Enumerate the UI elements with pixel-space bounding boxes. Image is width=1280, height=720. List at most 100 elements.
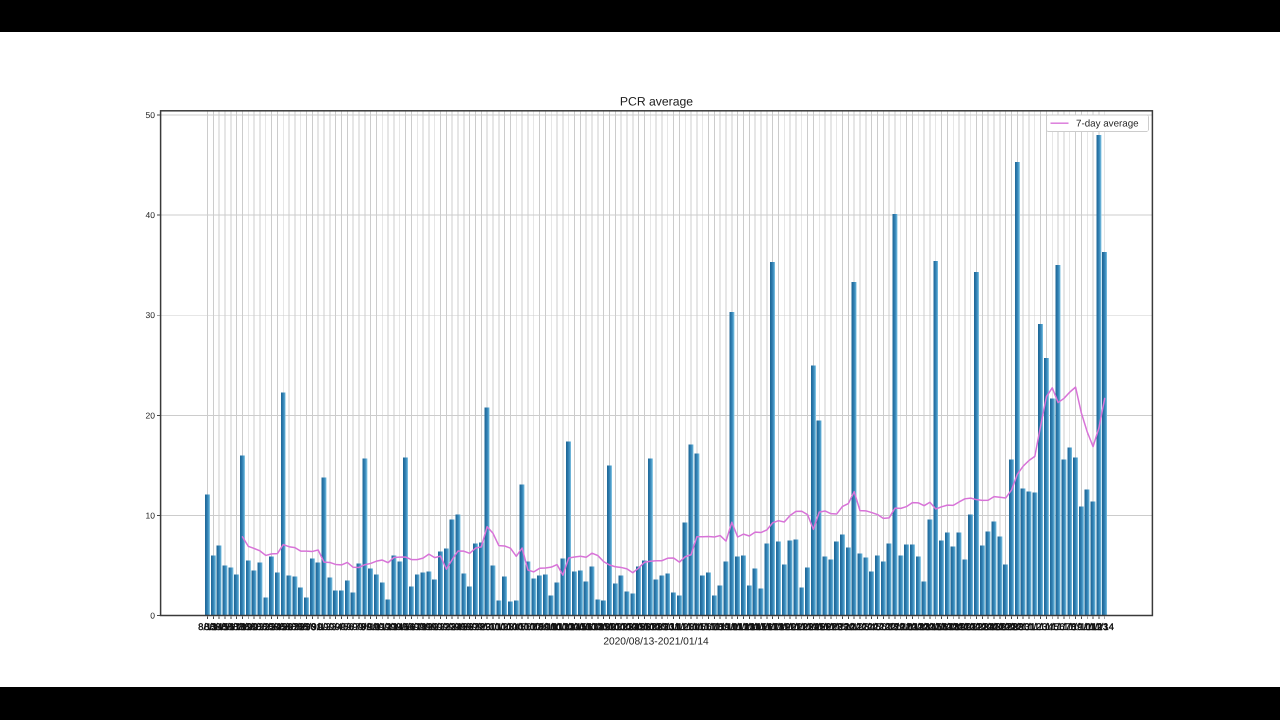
svg-text:12/16: 12/16 (924, 622, 948, 633)
svg-text:12/7: 12/7 (874, 622, 893, 633)
svg-text:9/11: 9/11 (367, 622, 385, 633)
svg-text:10/12: 10/12 (545, 622, 569, 633)
svg-text:11/15: 11/15 (743, 622, 766, 633)
svg-text:9/24: 9/24 (443, 622, 462, 633)
svg-text:10/8: 10/8 (524, 622, 543, 633)
svg-text:11/2: 11/2 (670, 622, 688, 633)
svg-text:11/23: 11/23 (790, 622, 813, 633)
svg-text:10: 10 (146, 510, 156, 520)
svg-text:12/15: 12/15 (918, 622, 942, 633)
svg-text:8/26: 8/26 (274, 622, 293, 633)
svg-text:8/21: 8/21 (245, 622, 264, 633)
svg-text:11/3: 11/3 (676, 622, 694, 633)
svg-text:12/14: 12/14 (912, 622, 937, 633)
svg-text:PCR average: PCR average (620, 95, 693, 109)
svg-text:12/12: 12/12 (900, 622, 924, 633)
svg-text:1/10: 1/10 (1072, 622, 1091, 633)
svg-text:10/19: 10/19 (586, 622, 610, 633)
svg-text:8/20: 8/20 (239, 622, 258, 633)
svg-text:40: 40 (146, 210, 156, 220)
svg-text:1/3: 1/3 (1034, 622, 1047, 633)
svg-text:9/28: 9/28 (466, 622, 485, 633)
svg-text:30: 30 (146, 310, 156, 320)
svg-text:11/24: 11/24 (796, 622, 820, 633)
svg-text:9/7: 9/7 (346, 622, 359, 633)
svg-text:12/31: 12/31 (1011, 622, 1035, 633)
svg-text:12/20: 12/20 (947, 622, 971, 633)
svg-text:10/20: 10/20 (592, 622, 616, 633)
svg-text:10/2: 10/2 (489, 622, 508, 633)
svg-text:12/21: 12/21 (953, 622, 977, 633)
svg-text:12/18: 12/18 (935, 622, 959, 633)
svg-text:8/28: 8/28 (286, 622, 305, 633)
svg-text:9/22: 9/22 (431, 622, 450, 633)
svg-text:12/9: 12/9 (886, 622, 905, 633)
svg-text:9/30: 9/30 (478, 622, 497, 633)
svg-text:11/27: 11/27 (813, 622, 836, 633)
svg-text:9/23: 9/23 (437, 622, 456, 633)
svg-text:11/12: 11/12 (726, 622, 749, 633)
svg-text:1/1: 1/1 (1022, 622, 1035, 633)
svg-text:1/14: 1/14 (1095, 622, 1114, 633)
svg-text:9/15: 9/15 (390, 622, 409, 633)
svg-text:10/26: 10/26 (627, 622, 651, 633)
svg-text:11/11: 11/11 (721, 622, 744, 633)
svg-text:11/5: 11/5 (688, 622, 706, 633)
svg-text:10/22: 10/22 (603, 622, 627, 633)
svg-text:10/16: 10/16 (568, 622, 592, 633)
svg-text:10/23: 10/23 (609, 622, 633, 633)
svg-text:12/27: 12/27 (988, 622, 1012, 633)
svg-text:10/18: 10/18 (580, 622, 604, 633)
svg-text:8/31: 8/31 (303, 622, 322, 633)
svg-text:12/6: 12/6 (868, 622, 887, 633)
svg-text:12/8: 12/8 (880, 622, 899, 633)
svg-text:10/29: 10/29 (644, 622, 668, 633)
svg-text:12/28: 12/28 (994, 622, 1018, 633)
svg-text:9/13: 9/13 (379, 622, 398, 633)
svg-text:10/11: 10/11 (540, 622, 563, 633)
svg-text:1/2: 1/2 (1028, 622, 1041, 633)
svg-text:2020/08/13-2021/01/14: 2020/08/13-2021/01/14 (603, 636, 709, 647)
svg-text:1/8: 1/8 (1063, 622, 1076, 633)
svg-text:10/25: 10/25 (621, 622, 645, 633)
svg-text:50: 50 (146, 110, 156, 120)
svg-text:9/5: 9/5 (335, 622, 348, 633)
svg-text:11/16: 11/16 (749, 622, 772, 633)
svg-text:8/29: 8/29 (291, 622, 310, 633)
svg-text:8/14: 8/14 (204, 622, 223, 633)
svg-text:11/6: 11/6 (694, 622, 712, 633)
svg-text:1/7: 1/7 (1057, 622, 1070, 633)
svg-text:12/30: 12/30 (1005, 622, 1029, 633)
svg-text:11/28: 11/28 (819, 622, 842, 633)
svg-text:10/10: 10/10 (533, 622, 557, 633)
svg-text:10/14: 10/14 (557, 622, 582, 633)
svg-text:8/30: 8/30 (297, 622, 316, 633)
svg-text:12/13: 12/13 (906, 622, 930, 633)
svg-text:10/30: 10/30 (650, 622, 674, 633)
svg-text:10/5: 10/5 (507, 622, 526, 633)
svg-text:9/16: 9/16 (396, 622, 415, 633)
svg-text:9/12: 9/12 (373, 622, 392, 633)
svg-text:12/1: 12/1 (839, 622, 858, 633)
svg-text:12/4: 12/4 (856, 622, 875, 633)
svg-text:10/17: 10/17 (574, 622, 598, 633)
svg-text:10/1: 10/1 (484, 622, 503, 633)
svg-text:11/29: 11/29 (825, 622, 848, 633)
svg-text:9/27: 9/27 (460, 622, 479, 633)
svg-text:12/19: 12/19 (941, 622, 965, 633)
svg-text:1/4: 1/4 (1040, 622, 1054, 633)
svg-text:12/23: 12/23 (965, 622, 989, 633)
svg-text:7-day average: 7-day average (1076, 118, 1139, 129)
svg-text:9/9: 9/9 (358, 622, 371, 633)
svg-text:9/2: 9/2 (317, 622, 330, 633)
svg-text:12/11: 12/11 (895, 622, 918, 633)
svg-text:9/19: 9/19 (414, 622, 433, 633)
svg-text:10/15: 10/15 (563, 622, 587, 633)
svg-text:10/9: 10/9 (530, 622, 549, 633)
svg-text:10/3: 10/3 (495, 622, 514, 633)
svg-text:9/3: 9/3 (323, 622, 336, 633)
svg-text:8/23: 8/23 (256, 622, 275, 633)
svg-text:10/6: 10/6 (513, 622, 532, 633)
svg-text:12/22: 12/22 (959, 622, 983, 633)
svg-text:8/24: 8/24 (262, 622, 281, 633)
